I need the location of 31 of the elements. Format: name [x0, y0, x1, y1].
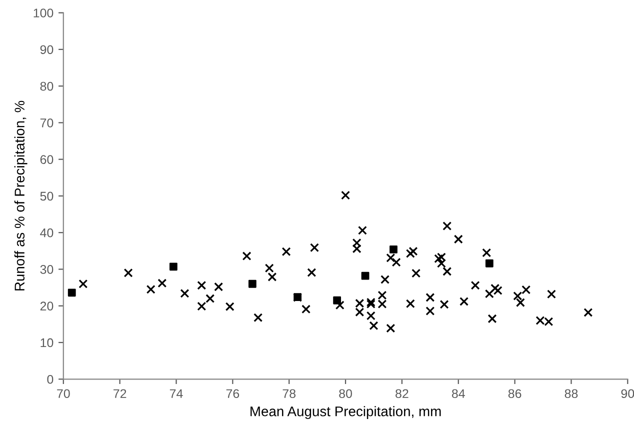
y-tick-label: 20 [40, 302, 54, 311]
y-tick-label: 40 [40, 228, 54, 238]
x-tick-label: 74 [170, 389, 183, 398]
y-tick-label: 10 [40, 338, 54, 348]
x-axis-title: Mean August Precipitation, mm [250, 406, 441, 420]
point [390, 245, 398, 254]
x-tick-label: 84 [452, 389, 465, 398]
x-tick-label: 90 [621, 389, 634, 398]
point [485, 259, 494, 268]
point [333, 296, 342, 304]
y-tick-label: 70 [40, 118, 54, 128]
point [169, 262, 178, 271]
y-tick-label: 0 [47, 374, 54, 384]
y-tick-label: 30 [40, 265, 54, 274]
y-tick-label: 80 [40, 82, 54, 91]
x-tick-label: 76 [226, 389, 240, 398]
y-tick-label: 100 [34, 8, 54, 18]
x-tick-label: 82 [396, 389, 408, 398]
x-tick-label: 80 [339, 389, 352, 398]
x-tick-label: 72 [114, 389, 126, 398]
y-tick-label: 90 [40, 45, 54, 54]
point [361, 272, 370, 280]
x-tick-label: 78 [282, 389, 296, 398]
point [248, 280, 256, 288]
x-tick-label: 70 [57, 389, 70, 398]
y-tick-label: 60 [40, 155, 54, 164]
point [68, 288, 76, 297]
x-tick-label: 88 [564, 389, 578, 398]
x-tick-label: 86 [508, 389, 522, 398]
y-tick-label: 50 [40, 192, 54, 201]
y-axis-title: Runoff as % of Precipitation, % [14, 100, 28, 290]
